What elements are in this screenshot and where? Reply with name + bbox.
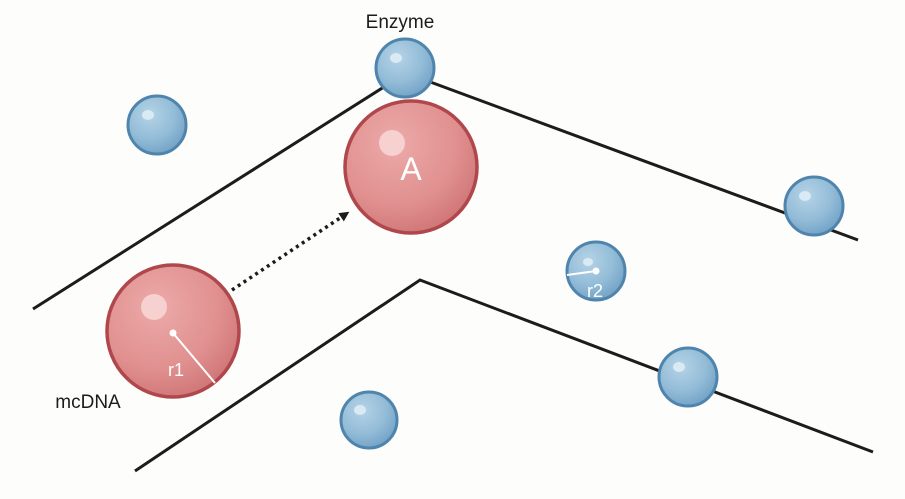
sphere-a-label: A	[400, 151, 422, 187]
enzyme-sphere-on-wall	[374, 37, 436, 99]
enzyme-sphere	[339, 390, 399, 450]
mcdna-sphere-r1: r1	[105, 263, 241, 399]
lower-channel-wall	[134, 278, 874, 473]
enzyme-label: Enzyme	[366, 12, 435, 33]
r2-radius-line	[566, 270, 597, 276]
r1-radius-line	[172, 332, 216, 384]
r2-label: r2	[587, 281, 603, 301]
enzyme-sphere-on-wall	[783, 175, 845, 237]
enzyme-sphere-r2: r2	[565, 240, 627, 302]
r1-label: r1	[168, 360, 184, 380]
enzyme-sphere	[126, 94, 188, 156]
enzyme-sphere-on-wall	[657, 346, 719, 408]
motion-arrow	[231, 211, 350, 292]
mcdna-label: mcDNA	[55, 392, 121, 413]
mcdna-sphere-a: A	[343, 99, 479, 235]
